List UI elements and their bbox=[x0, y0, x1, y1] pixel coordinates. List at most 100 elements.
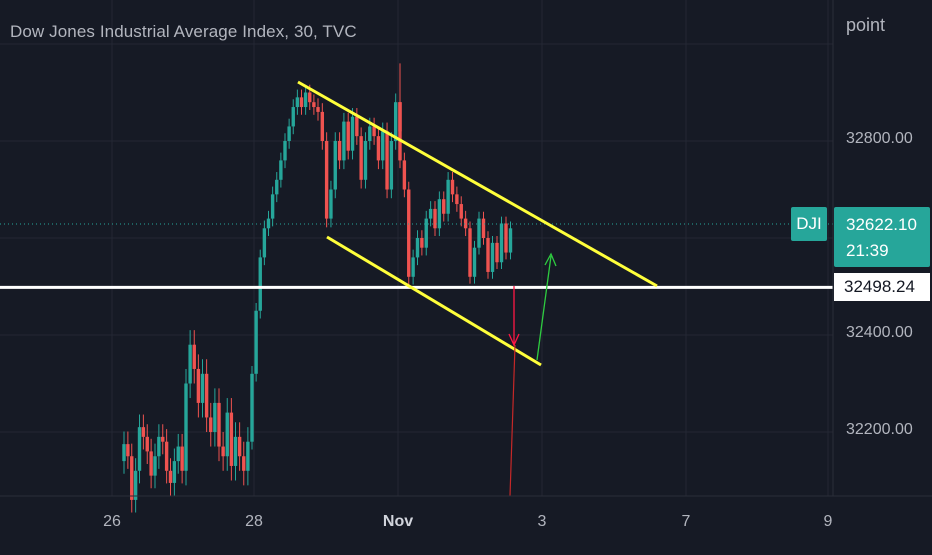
candle-body bbox=[204, 373, 209, 418]
candle-body bbox=[376, 136, 381, 161]
x-tick-label: 28 bbox=[245, 513, 263, 530]
candle-body bbox=[270, 194, 275, 219]
candles bbox=[122, 63, 513, 513]
candle-body bbox=[463, 218, 468, 229]
bar-countdown: 21:39 bbox=[846, 241, 889, 260]
green-up-arrow bbox=[536, 255, 552, 361]
candle-body bbox=[266, 218, 271, 229]
x-tick-label: Nov bbox=[382, 513, 414, 530]
candle-body bbox=[437, 199, 442, 229]
y-tick-label: 32200.00 bbox=[846, 421, 913, 438]
candle-body bbox=[291, 107, 295, 127]
candle-body bbox=[312, 102, 316, 108]
candle-body bbox=[363, 141, 368, 180]
candle-body bbox=[217, 402, 221, 447]
candle-body bbox=[221, 446, 225, 457]
candle-body bbox=[459, 204, 463, 219]
candle-body bbox=[196, 368, 201, 403]
candle-body bbox=[455, 194, 459, 205]
x-tick-label: 9 bbox=[823, 513, 833, 530]
candle-body bbox=[495, 242, 499, 263]
channel-lower-line bbox=[326, 235, 542, 367]
candle-body bbox=[192, 344, 196, 369]
candle-body bbox=[411, 257, 415, 277]
candle-body bbox=[389, 141, 394, 190]
candle-body bbox=[372, 126, 376, 137]
candle-body bbox=[209, 417, 213, 432]
red-arrow-head bbox=[508, 333, 520, 347]
candle-body bbox=[337, 141, 342, 161]
candle-body bbox=[279, 160, 283, 180]
y-tick-label: 32400.00 bbox=[846, 324, 913, 341]
horizontal-level-badge: 32498.24 bbox=[834, 273, 930, 301]
candle-body bbox=[333, 141, 337, 190]
unit-label: point bbox=[846, 15, 886, 35]
x-tick-label: 26 bbox=[103, 513, 121, 530]
candle-body bbox=[393, 102, 398, 141]
candle-body bbox=[486, 238, 490, 272]
candle-body bbox=[233, 436, 238, 466]
candle-body bbox=[180, 446, 184, 471]
candle-body bbox=[153, 456, 157, 476]
candle-body bbox=[133, 470, 138, 500]
candle-body bbox=[172, 461, 177, 483]
candle-body bbox=[385, 131, 389, 190]
candle-body bbox=[398, 102, 402, 132]
candle-body bbox=[130, 456, 134, 500]
candle-body bbox=[477, 218, 481, 248]
candle-body bbox=[442, 199, 446, 214]
candle-body bbox=[283, 141, 287, 161]
candle-body bbox=[446, 179, 450, 214]
candle-body bbox=[424, 218, 428, 248]
candle-body bbox=[200, 373, 205, 403]
red-projection-line bbox=[509, 344, 516, 497]
x-tick-label: 3 bbox=[537, 513, 547, 530]
candle-body bbox=[433, 208, 437, 229]
candle-body bbox=[188, 344, 192, 384]
chart-title: Dow Jones Industrial Average Index, 30, … bbox=[10, 22, 357, 41]
candle-body bbox=[303, 92, 308, 108]
candle-body bbox=[316, 107, 320, 112]
candle-body bbox=[126, 444, 130, 457]
candle-body bbox=[137, 427, 142, 471]
candle-body bbox=[250, 373, 254, 442]
candle-body bbox=[402, 160, 407, 190]
candle-body bbox=[346, 121, 350, 151]
candle-body bbox=[490, 242, 495, 272]
drawings bbox=[0, 80, 833, 497]
candle-body bbox=[350, 116, 355, 151]
candle-body bbox=[254, 310, 258, 374]
candle-body bbox=[275, 179, 279, 195]
candle-body bbox=[184, 383, 188, 471]
candle-body bbox=[359, 136, 363, 180]
y-tick-label: 32800.00 bbox=[846, 130, 913, 147]
candle-body bbox=[320, 111, 325, 141]
candle-body bbox=[237, 436, 242, 457]
candle-body bbox=[499, 223, 504, 263]
candle-body bbox=[157, 436, 161, 457]
green-arrow-head bbox=[544, 252, 557, 267]
candle-body bbox=[428, 208, 433, 219]
candle-body bbox=[415, 238, 420, 258]
candle-body bbox=[472, 247, 477, 277]
last-price-badge: 32622.10 21:39 bbox=[834, 207, 930, 267]
candle-body bbox=[225, 412, 229, 457]
candle-body bbox=[149, 451, 153, 476]
candle-body bbox=[262, 228, 267, 258]
candle-body bbox=[481, 218, 486, 238]
symbol-badge[interactable]: DJI bbox=[791, 207, 827, 241]
candle-body bbox=[450, 179, 455, 195]
candle-body bbox=[508, 228, 513, 253]
candle-body bbox=[420, 238, 424, 248]
candle-body bbox=[407, 189, 411, 277]
candle-body bbox=[324, 141, 329, 219]
candle-body bbox=[246, 441, 250, 471]
candle-body bbox=[229, 412, 234, 466]
candle-body bbox=[145, 436, 149, 452]
candle-body bbox=[299, 97, 304, 108]
candle-body bbox=[308, 92, 312, 103]
candle-body bbox=[295, 97, 300, 108]
candle-body bbox=[468, 228, 472, 277]
candle-body bbox=[342, 121, 346, 161]
